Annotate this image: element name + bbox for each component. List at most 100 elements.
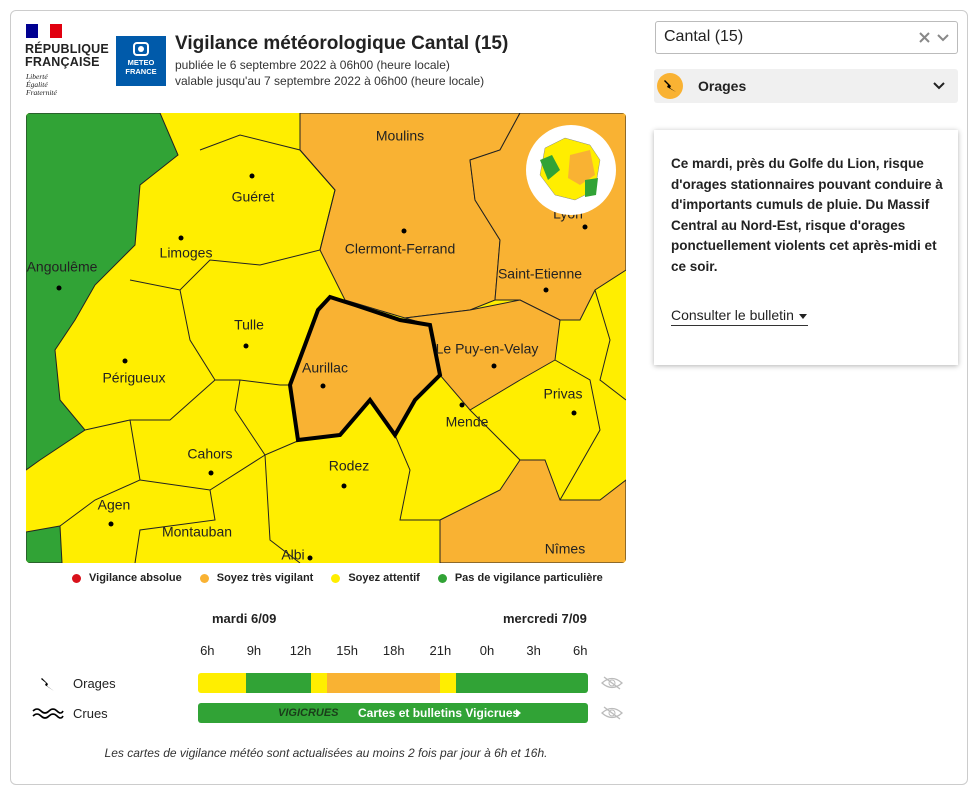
phenomenon-icon bbox=[657, 73, 683, 99]
region bbox=[26, 113, 179, 471]
minimap-region bbox=[540, 155, 560, 180]
region bbox=[439, 459, 626, 563]
city-label: Cahors bbox=[187, 446, 232, 462]
hour-label: 15h bbox=[336, 643, 358, 658]
hide-toggle[interactable] bbox=[600, 675, 624, 691]
city-label: Montauban bbox=[162, 524, 232, 540]
city-label: Clermont-Ferrand bbox=[345, 241, 455, 257]
legend-label: Vigilance absolue bbox=[89, 572, 182, 584]
city-dot bbox=[307, 555, 313, 561]
legend-dot bbox=[72, 573, 81, 583]
map: Moulins Guéret Limoges Clermont-Ferrand Ango… bbox=[26, 113, 626, 563]
borders bbox=[59, 134, 626, 563]
storm-icon bbox=[41, 678, 54, 691]
city-dot bbox=[208, 470, 214, 476]
department-select[interactable]: Cantal (15) bbox=[655, 21, 958, 54]
select-value: Cantal (15) bbox=[664, 28, 744, 45]
timeline: mardi 6/09 mercredi 7/09 6h 9h 12h 15h 18h 21h 0… bbox=[73, 611, 588, 723]
bulletin-card: Ce mardi, près du Golfe du Lion, risque … bbox=[654, 130, 958, 365]
logo-line: METEO bbox=[127, 58, 155, 67]
phenomenon-accordion[interactable]: Orages bbox=[654, 69, 958, 103]
motto: Liberté Égalité Fraternité bbox=[26, 73, 57, 97]
select-controls[interactable] bbox=[918, 31, 952, 45]
caret bbox=[798, 314, 807, 319]
region bbox=[26, 525, 63, 563]
vigicrues-logo: VIGICRUES bbox=[278, 707, 339, 719]
motto-line: Fraternité bbox=[26, 88, 57, 97]
hour-label: 12h bbox=[289, 643, 312, 658]
meteo-france-logo: METEO FRANCE bbox=[116, 36, 166, 86]
day-label: mercredi 7/09 bbox=[503, 611, 587, 626]
legend-label: Soyez très vigilant bbox=[216, 572, 314, 584]
timeline-segment bbox=[198, 673, 247, 693]
city-label: Albi bbox=[281, 547, 304, 563]
timeline-segment bbox=[326, 673, 441, 693]
city-dot bbox=[320, 383, 326, 389]
republic-line: RÉPUBLIQUE bbox=[25, 42, 109, 56]
city-dot bbox=[571, 410, 577, 416]
row-label: Orages bbox=[73, 676, 116, 691]
city-dot bbox=[122, 358, 128, 364]
city-label: Tulle bbox=[234, 317, 264, 333]
hour-label: 0h bbox=[479, 643, 495, 658]
flag-logo bbox=[26, 24, 62, 38]
day-label: mardi 6/09 bbox=[212, 611, 277, 626]
legend-item: Soyez attentif bbox=[331, 572, 420, 584]
legend-label: Pas de vigilance particulière bbox=[454, 572, 603, 584]
phenomenon-label: Orages bbox=[698, 78, 747, 94]
legend-label: Soyez attentif bbox=[348, 572, 420, 584]
city-dot bbox=[108, 521, 114, 527]
city-dot bbox=[341, 483, 347, 489]
city-dot bbox=[459, 402, 465, 408]
city-dot bbox=[249, 173, 255, 179]
chevron bbox=[933, 82, 945, 90]
city-label: Guéret bbox=[232, 189, 275, 205]
legend-item: Pas de vigilance particulière bbox=[437, 572, 603, 584]
city-dot bbox=[582, 224, 588, 230]
timeline-segment bbox=[455, 673, 588, 693]
cities: Moulins Guéret Limoges Clermont-Ferrand Ango… bbox=[27, 128, 588, 563]
city-label: Le Puy-en-Velay bbox=[436, 341, 539, 357]
timeline-segment bbox=[246, 673, 312, 693]
legend-item: Vigilance absolue bbox=[72, 572, 182, 584]
hour-label: 9h bbox=[246, 643, 262, 658]
logo-line: FRANCE bbox=[125, 67, 157, 76]
legend-dot bbox=[331, 573, 341, 583]
bulletin-text: Ce mardi, près du Golfe du Lion, risque … bbox=[671, 156, 943, 274]
legend-dot bbox=[199, 573, 209, 583]
bulletin-link[interactable]: Consulter le bulletin bbox=[671, 307, 808, 326]
published: publiée le 6 septembre 2022 à 06h00 (heu… bbox=[175, 58, 450, 72]
city-dot bbox=[491, 363, 497, 369]
hour-label: 3h bbox=[526, 643, 541, 658]
row-label: Crues bbox=[73, 706, 108, 721]
legend: Vigilance absolue Soyez très vigilant Soye… bbox=[72, 572, 603, 584]
legend-item: Soyez très vigilant bbox=[199, 572, 314, 584]
hour-label: 6h bbox=[572, 643, 588, 658]
footnote: Les cartes de vigilance météo sont actua… bbox=[104, 746, 548, 760]
valid: valable jusqu'au 7 septembre 2022 à 06h0… bbox=[175, 74, 485, 88]
republic-line: FRANÇAISE bbox=[25, 55, 100, 69]
city-label: Rodez bbox=[329, 458, 369, 474]
city-dot bbox=[178, 235, 184, 241]
city-label: Nîmes bbox=[545, 541, 585, 557]
city-label: Privas bbox=[544, 386, 583, 402]
city-dot bbox=[56, 285, 62, 291]
link-arrow bbox=[516, 709, 521, 717]
selected-department[interactable] bbox=[287, 294, 443, 443]
minimap-region bbox=[585, 178, 598, 197]
frame bbox=[10, 10, 968, 785]
city-label: Limoges bbox=[160, 245, 213, 261]
city-label: Saint-Etienne bbox=[498, 266, 582, 282]
legend-dot bbox=[437, 573, 447, 583]
hour-label: 21h bbox=[429, 643, 452, 658]
republic: RÉPUBLIQUE FRANÇAISE bbox=[25, 43, 109, 69]
vigicrues-link[interactable]: Cartes et bulletins Vigicrues bbox=[358, 706, 520, 720]
minimap-region bbox=[568, 150, 595, 185]
hide-toggle[interactable] bbox=[600, 705, 624, 721]
city-dot bbox=[243, 343, 249, 349]
motto-line: Liberté bbox=[26, 72, 48, 81]
city-label: Aurillac bbox=[302, 360, 348, 376]
bulletin-link-text[interactable]: Consulter le bulletin bbox=[671, 307, 794, 323]
timeline-segment bbox=[311, 673, 327, 693]
